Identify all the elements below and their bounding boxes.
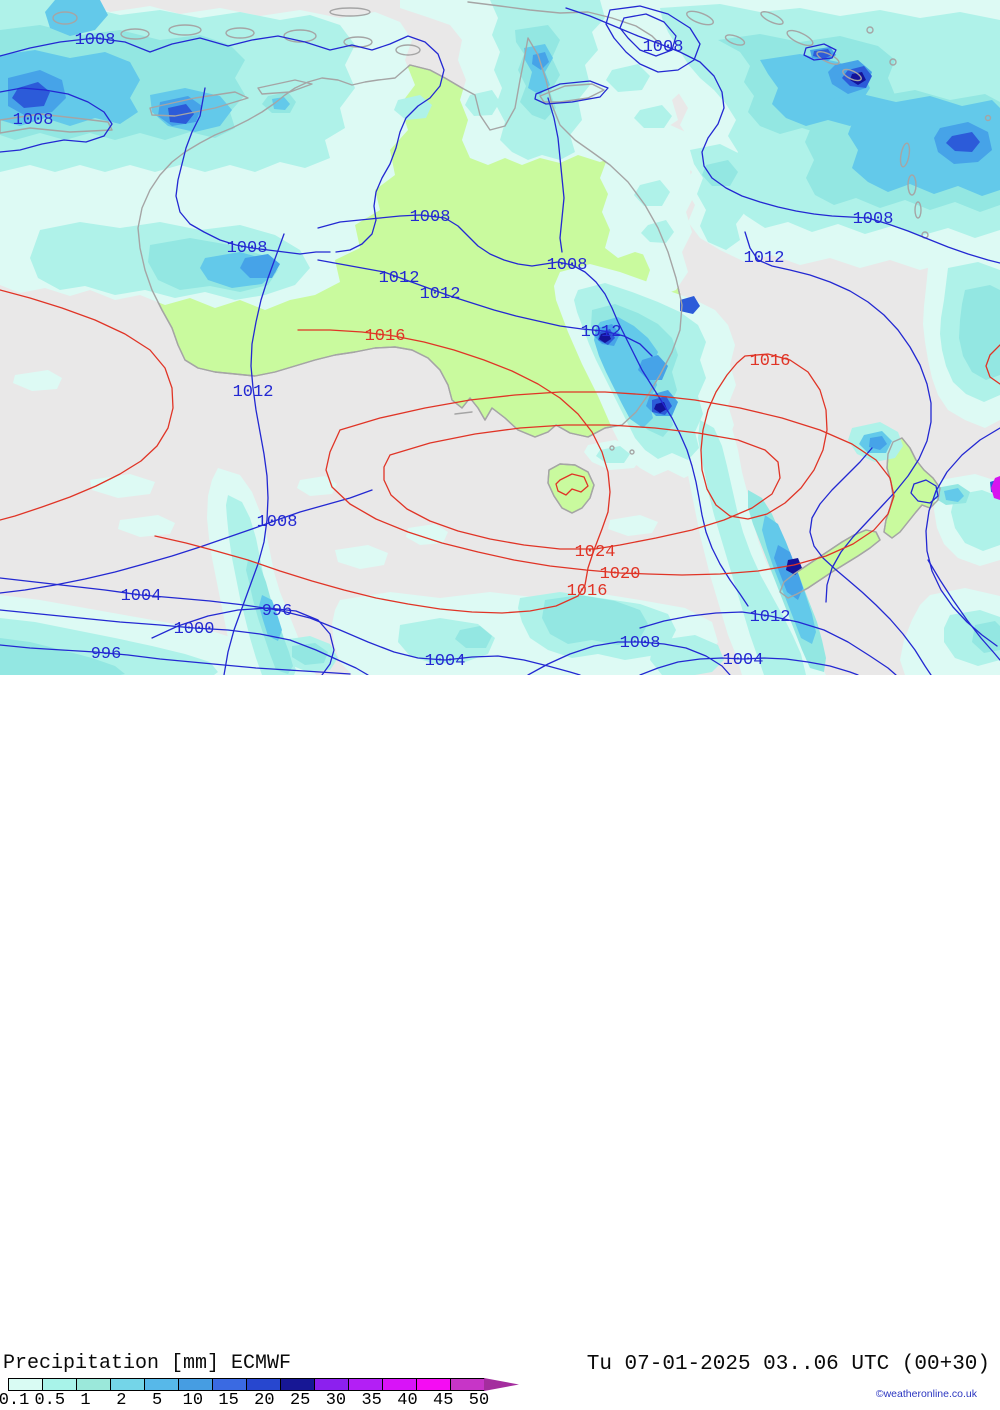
isobar-label: 1008 [410,208,451,227]
legend-swatch [110,1378,145,1391]
legend-value: 50 [468,1391,490,1410]
isobar-label: 1016 [750,352,791,371]
legend-swatch [416,1378,451,1391]
legend-value: 0.1 [0,1391,30,1410]
isobar-label: 1020 [600,565,641,584]
isobar-label: 1004 [121,587,162,606]
map-title: Precipitation [mm] ECMWF [3,1352,292,1375]
isobar-label: 1008 [227,239,268,258]
isobar-label: 1016 [365,327,406,346]
legend-value: 45 [433,1391,454,1410]
weather-map-canvas: 1008100810081008100810081008101210121012… [0,0,1000,675]
legend-swatch [8,1378,43,1391]
isobar-lines-blue [0,5,1000,675]
legend-swatch [178,1378,213,1391]
isobar-label: 1008 [853,210,894,229]
legend-value: 10 [182,1391,204,1410]
solomon-islands-outline [760,11,784,25]
isobar-label: 1004 [425,652,466,671]
map-datetime: Tu 07-01-2025 03..06 UTC (00+30) [586,1353,990,1376]
legend-swatch [144,1378,179,1391]
isobar-label: 1012 [233,383,274,402]
legend-swatch [314,1378,349,1391]
legend-value: 0.5 [34,1391,66,1410]
isobar-label: 1012 [750,608,791,627]
isobar-label: 1008 [643,38,684,57]
legend-value: 5 [151,1391,163,1410]
isobar-label: 996 [91,645,122,664]
isobar-label: 1000 [174,620,215,639]
legend-value: 20 [254,1391,275,1410]
legend-value: 40 [397,1391,418,1410]
precipitation-layer [0,0,1000,675]
isobar-label: 1008 [75,31,116,50]
legend-swatch [76,1378,111,1391]
isobar-label: 1012 [744,249,785,268]
legend-labels: 0.1 0.5 1 2 5 10 15 20 25 30 35 40 45 50 [0,1391,540,1410]
isobar-label: 1008 [257,513,298,532]
legend-value: 25 [289,1391,311,1410]
legend-swatch [280,1378,315,1391]
isobar-label: 1008 [13,111,54,130]
weather-map: 1008 1008 1008 1008 1008 1008 1008 1012 1012 1012… [0,0,1000,675]
isobar-label: 1004 [723,651,764,670]
png-coast [467,1,661,45]
isobar-label: 1024 [575,543,616,562]
legend-swatch [42,1378,77,1391]
legend-swatch [348,1378,383,1391]
legend-swatch [450,1378,485,1391]
isobar-label: 1012 [379,269,420,288]
bottom-bar: Precipitation [mm] ECMWF Tu 07-01-2025 0… [0,675,1000,1410]
credit-link: ©weatheronline.co.uk [875,1388,977,1400]
legend-color-scale [8,1378,485,1391]
isobar-label: 996 [262,602,293,621]
vanuatu-outline [899,142,911,168]
legend-value: 2 [116,1391,127,1410]
legend-arrow [484,1378,519,1391]
isobar-labels: 1008100810081008100810081008101210121012… [13,31,894,671]
legend-value: 15 [218,1391,239,1410]
legend-value: 1 [80,1391,91,1410]
isobar-label: 1016 [567,582,608,601]
legend-swatch [246,1378,281,1391]
legend-swatch [382,1378,417,1391]
indonesia-island-outlines [0,113,113,134]
timor-outline [539,83,605,103]
isobar-label: 1012 [581,323,622,342]
isobar-label: 1012 [420,285,461,304]
isobar-lines-red [0,289,1000,614]
coastline-layer [0,1,992,599]
legend-swatch [212,1378,247,1391]
isobar-label: 1008 [620,634,661,653]
legend-value: 35 [361,1391,382,1410]
legend-value: 30 [325,1391,347,1410]
isobar-label: 1008 [547,256,588,275]
